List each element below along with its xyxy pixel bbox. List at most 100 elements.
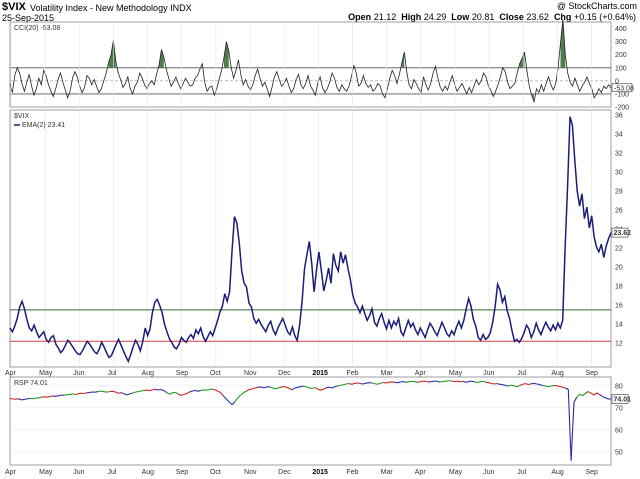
rsp-segment <box>237 394 242 399</box>
rsp-segment <box>420 380 424 383</box>
rsp-segment <box>260 386 264 389</box>
rsp-segment <box>590 392 595 396</box>
rsp-segment <box>152 388 156 391</box>
vix-x-tick-label: Jun <box>73 370 84 377</box>
rsp-segment <box>440 381 443 383</box>
rsp-segment <box>425 380 429 383</box>
rsp-segment <box>602 396 606 399</box>
rsp-segment <box>140 389 145 392</box>
rsp-segment <box>570 402 575 461</box>
rsp-segment <box>55 395 59 397</box>
cci-tick-label: 100 <box>615 65 627 72</box>
rsp-segment <box>49 395 53 398</box>
rsp-segment <box>294 386 298 389</box>
rsp-segment <box>405 381 409 383</box>
open-label: Open <box>348 12 372 22</box>
rsp-segment <box>502 384 506 386</box>
rsp-segment <box>243 390 247 394</box>
rsp-segment <box>197 389 201 392</box>
rsp-segment <box>317 388 321 391</box>
rsp-segment <box>474 381 478 384</box>
rsp-x-tick-label: Nov <box>244 469 257 476</box>
vix-last-value-box <box>611 227 629 238</box>
vix-x-tick-label: May <box>449 370 463 377</box>
rsp-tick-label: 60 <box>615 427 623 434</box>
cci-legend: CCI(20) -53.08 <box>14 25 60 32</box>
rsp-segment <box>605 397 609 400</box>
rsp-segment <box>496 383 501 385</box>
rsp-segment <box>271 387 276 390</box>
rsp-segment <box>593 392 598 396</box>
vix-tick-label: 12 <box>615 341 623 348</box>
low-label: Low <box>451 12 470 22</box>
rsp-segment <box>200 389 204 391</box>
close-label: Close <box>499 12 524 22</box>
rsp-segment <box>334 385 338 388</box>
rsp-x-tick-label: May <box>39 469 53 476</box>
rsp-segment <box>21 398 25 401</box>
rsp-x-tick-label: Mar <box>381 469 394 476</box>
rsp-x-tick-label: Aug <box>551 469 564 476</box>
rsp-segment <box>280 386 284 388</box>
rsp-segment <box>402 381 407 383</box>
vix-x-tick-label: Jul <box>517 370 526 377</box>
vix-tick-label: 22 <box>615 246 623 253</box>
rsp-segment <box>417 381 421 383</box>
rsp-x-tick-label: 2015 <box>312 469 328 476</box>
panel-frame-rsp <box>9 376 612 466</box>
vix-x-tick-label: Dec <box>278 370 291 377</box>
rsp-segment <box>587 391 592 394</box>
vix-tick-label: 30 <box>615 169 623 176</box>
vix-legend-ema: EMA(2) 23.41 <box>22 122 65 129</box>
rsp-x-tick-label: Dec <box>278 469 291 476</box>
rsp-segment <box>288 387 293 391</box>
close-value: 23.62 <box>526 12 549 22</box>
rsp-segment <box>72 393 76 396</box>
rsp-segment <box>476 381 481 384</box>
rsp-segment <box>522 383 526 385</box>
rsp-segment <box>58 394 62 397</box>
rsp-segment <box>374 383 378 385</box>
rsp-segment <box>169 392 173 395</box>
cci-tick-label: -200 <box>615 105 629 112</box>
rsp-segment <box>337 384 341 387</box>
vix-tick-label: 20 <box>615 265 623 272</box>
rsp-segment <box>573 396 578 403</box>
rsp-segment <box>431 380 435 383</box>
rsp-segment <box>160 388 165 392</box>
rsp-segment <box>112 390 116 393</box>
rsp-segment <box>505 384 509 387</box>
rsp-x-tick-label: Apr <box>415 469 427 476</box>
vix-series-line <box>9 116 612 364</box>
rsp-segment <box>565 387 569 390</box>
rsp-segment <box>445 380 449 382</box>
rsp-segment <box>214 389 219 392</box>
rsp-segment <box>567 389 572 461</box>
rsp-segment <box>331 386 335 389</box>
vix-x-tick-label: Feb <box>346 370 358 377</box>
rsp-segment <box>177 393 182 396</box>
high-value: 24.29 <box>423 12 447 22</box>
rsp-segment <box>428 381 432 383</box>
rsp-segment <box>155 388 159 391</box>
rsp-x-tick-label: Oct <box>210 469 221 476</box>
low-value: 20.81 <box>471 12 495 22</box>
vix-tick-label: 18 <box>615 284 623 291</box>
cci-overbought-fill <box>223 41 229 68</box>
rsp-segment <box>491 382 495 385</box>
rsp-segment <box>511 384 515 387</box>
rsp-tick-label: 50 <box>615 449 623 456</box>
rsp-segment <box>246 389 250 392</box>
rsp-segment <box>354 382 358 384</box>
rsp-segment <box>465 381 469 383</box>
rsp-segment <box>194 389 199 392</box>
rsp-segment <box>314 387 318 390</box>
rsp-segment <box>482 380 486 383</box>
rsp-segment <box>269 386 273 389</box>
rsp-segment <box>562 386 566 389</box>
rsp-segment <box>83 392 88 395</box>
rsp-segment <box>115 391 119 394</box>
rsp-x-tick-label: Apr <box>5 469 17 476</box>
rsp-segment <box>377 382 381 385</box>
rsp-segment <box>95 390 99 393</box>
